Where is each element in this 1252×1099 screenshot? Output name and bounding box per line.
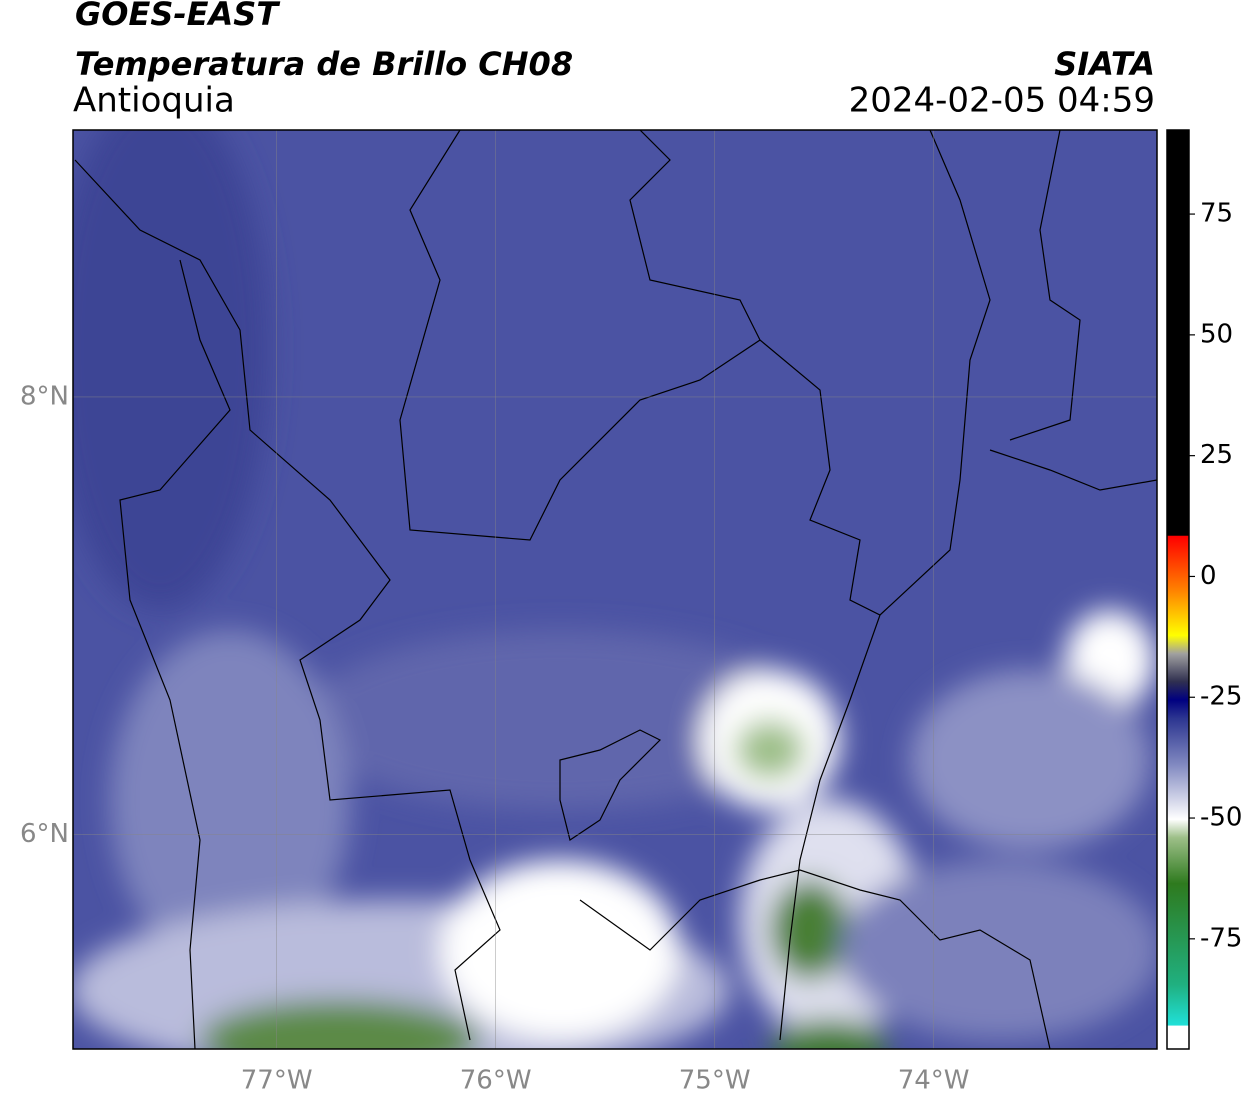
colorbar-tick-label: -50 [1200, 803, 1242, 833]
y-tick-label: 8°N [20, 381, 69, 411]
x-tick-label: 77°W [241, 1066, 313, 1096]
subtitle: Temperatura de Brillo CH08 [75, 45, 573, 83]
colorbar [1166, 129, 1190, 1050]
region: Antioquia [73, 81, 235, 121]
colorbar-tick-label: 75 [1200, 199, 1233, 229]
y-tick-label: 6°N [20, 819, 69, 849]
source: SIATA [1054, 45, 1155, 83]
x-tick-label: 74°W [898, 1066, 970, 1096]
colorbar-tick-label: -25 [1200, 682, 1242, 712]
timestamp: 2024-02-05 04:59 [849, 81, 1155, 121]
title: GOES-EAST [75, 0, 280, 33]
colorbar-tick-label: -75 [1200, 923, 1242, 953]
x-tick-label: 76°W [460, 1066, 532, 1096]
colorbar-tick-label: 25 [1200, 440, 1233, 470]
colorbar-tick-label: 0 [1200, 561, 1217, 591]
map-frame [72, 129, 1158, 1050]
map-image [73, 130, 1157, 1049]
graticule [73, 130, 1157, 1049]
colorbar-tick-label: 50 [1200, 319, 1233, 349]
x-tick-label: 75°W [679, 1066, 751, 1096]
